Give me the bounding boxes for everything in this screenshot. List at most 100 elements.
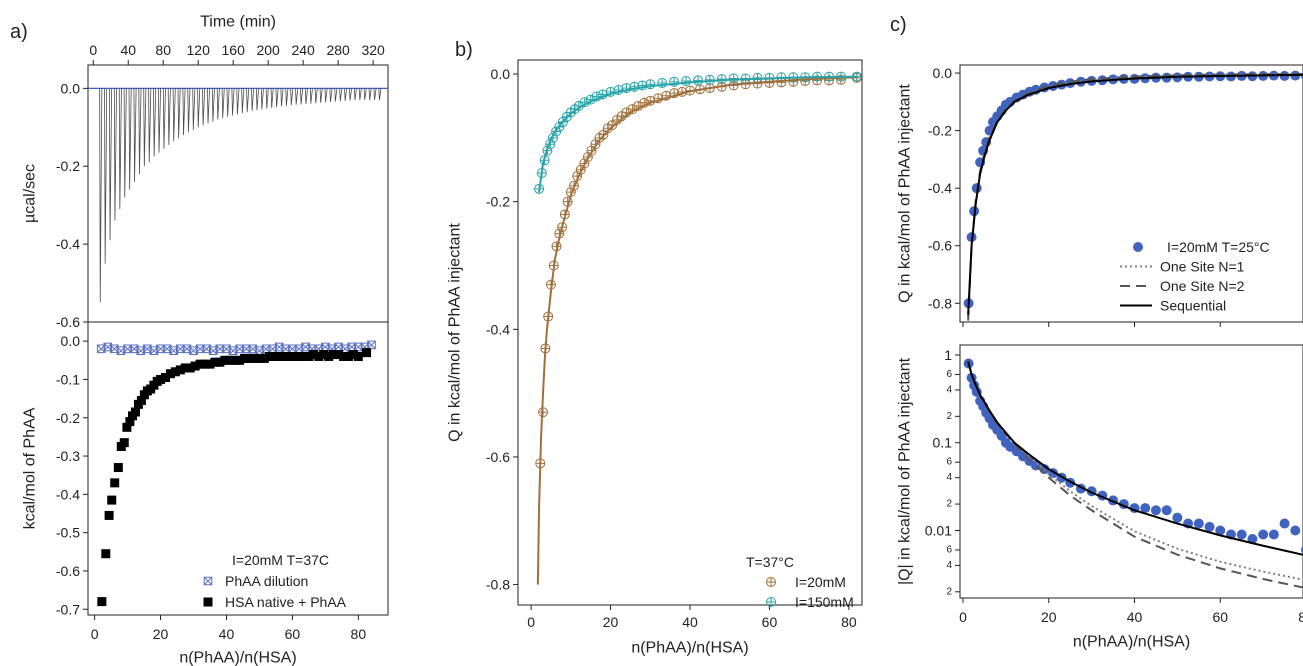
injection-peak: [309, 88, 313, 104]
injection-peak: [378, 88, 382, 101]
injection-peak: [207, 88, 210, 124]
fit-line: [538, 75, 857, 193]
injection-peak: [167, 88, 171, 145]
data-point: [338, 351, 348, 361]
fit-line: [536, 76, 857, 585]
injection-peak: [368, 88, 372, 101]
panel-label: b): [455, 39, 473, 61]
data-point: [259, 353, 269, 363]
injection-peak: [339, 88, 343, 102]
legend: T=37°CI=20mM I=150mM: [746, 554, 854, 610]
plot-area: [534, 71, 862, 585]
y-tick-label: -0.6: [928, 238, 952, 254]
data-point: [136, 396, 146, 406]
injection-peak: [344, 88, 348, 101]
data-point: [254, 353, 264, 363]
fit-line: [967, 361, 1303, 556]
data-point: [1290, 525, 1301, 536]
legend-title: T=37°C: [746, 554, 794, 570]
x-tick-label: 160: [222, 42, 246, 58]
data-point: [692, 75, 703, 86]
plot-area: [963, 358, 1303, 589]
fit-line: [967, 360, 1303, 589]
legend-marker: [203, 597, 213, 607]
injection-peak: [138, 88, 142, 175]
y-tick-label: -0.8: [928, 295, 952, 311]
y-tick-label: 4: [946, 472, 952, 483]
data-point: [264, 351, 274, 361]
data-point: [210, 357, 220, 367]
injection-peak: [324, 88, 328, 103]
data-point: [637, 80, 648, 91]
data-point: [175, 365, 185, 375]
data-point: [113, 463, 123, 473]
injection-peak: [104, 88, 108, 264]
data-point: [343, 351, 353, 361]
injection-peak: [300, 88, 304, 105]
y-tick-label: -0.4: [928, 180, 952, 196]
injection-peak: [265, 88, 269, 109]
injection-peak: [270, 88, 274, 108]
injection-peak: [280, 88, 284, 107]
y-axis-label: µcal/sec: [22, 164, 39, 223]
legend-label: One Site N=1: [1160, 259, 1245, 275]
panel: b) 0.0 -0.2 -0.4 -0.6 -0.8 0 20 40 60 80 n(PhAA)/n(…: [447, 39, 863, 657]
data-point: [348, 350, 358, 360]
data-point: [170, 367, 180, 377]
data-point: [130, 407, 140, 417]
y-tick-label: 4: [946, 384, 952, 395]
data-point: [195, 359, 205, 369]
injection-peak: [290, 88, 294, 106]
y-axis-label: kcal/mol of PhAA: [22, 407, 39, 529]
injection-peak: [158, 88, 162, 153]
data-point: [367, 340, 376, 350]
data-point: [230, 355, 240, 365]
y-tick-label: -0.3: [56, 448, 80, 464]
data-point: [299, 351, 309, 361]
y-tick-label: -0.1: [56, 371, 80, 387]
injection-peak: [334, 88, 338, 102]
y-tick-label: -0.7: [56, 601, 80, 617]
injection-peak: [197, 88, 201, 128]
injection-peak: [251, 88, 255, 111]
data-point: [329, 350, 339, 360]
x-tick-label: 240: [291, 42, 315, 58]
data-point: [215, 357, 225, 367]
injection-peak: [246, 88, 250, 113]
injection-peak: [255, 88, 259, 111]
injection-peak: [192, 88, 196, 131]
data-point: [645, 79, 656, 90]
data-point: [1193, 518, 1204, 529]
data-point: [249, 353, 259, 363]
data-point: [289, 351, 299, 361]
x-tick-label: 20: [603, 614, 619, 630]
data-point: [284, 351, 294, 361]
y-tick-label: 2: [946, 586, 952, 597]
data-point: [304, 351, 314, 361]
legend-marker: [1133, 242, 1143, 252]
data-point: [728, 73, 739, 84]
injection-peak: [241, 88, 245, 114]
injection-peak: [329, 88, 333, 103]
plot-area: [88, 87, 388, 303]
data-point: [1161, 505, 1172, 516]
x-tick-label: 120: [187, 42, 211, 58]
data-point: [1215, 525, 1226, 536]
y-tick-label: -0.8: [486, 577, 510, 593]
x-tick-label: 60: [762, 614, 778, 630]
fit-line: [967, 72, 1303, 321]
y-tick-label: 4: [946, 560, 952, 571]
injection-peak: [319, 88, 323, 103]
data-point: [240, 353, 250, 363]
data-point: [220, 355, 230, 365]
panel: a) 0.0 -0.2 -0.4 -0.6 0 40 80 120 160 200 240 280 320…: [10, 14, 389, 330]
y-tick-label: 6: [946, 544, 952, 555]
data-point: [294, 351, 304, 361]
x-tick-label: 40: [219, 626, 235, 642]
injection-peak: [353, 88, 357, 101]
injection-peak: [172, 88, 176, 141]
injection-peak: [118, 88, 122, 210]
injection-peak: [349, 88, 353, 101]
plot-frame: [959, 344, 1303, 599]
